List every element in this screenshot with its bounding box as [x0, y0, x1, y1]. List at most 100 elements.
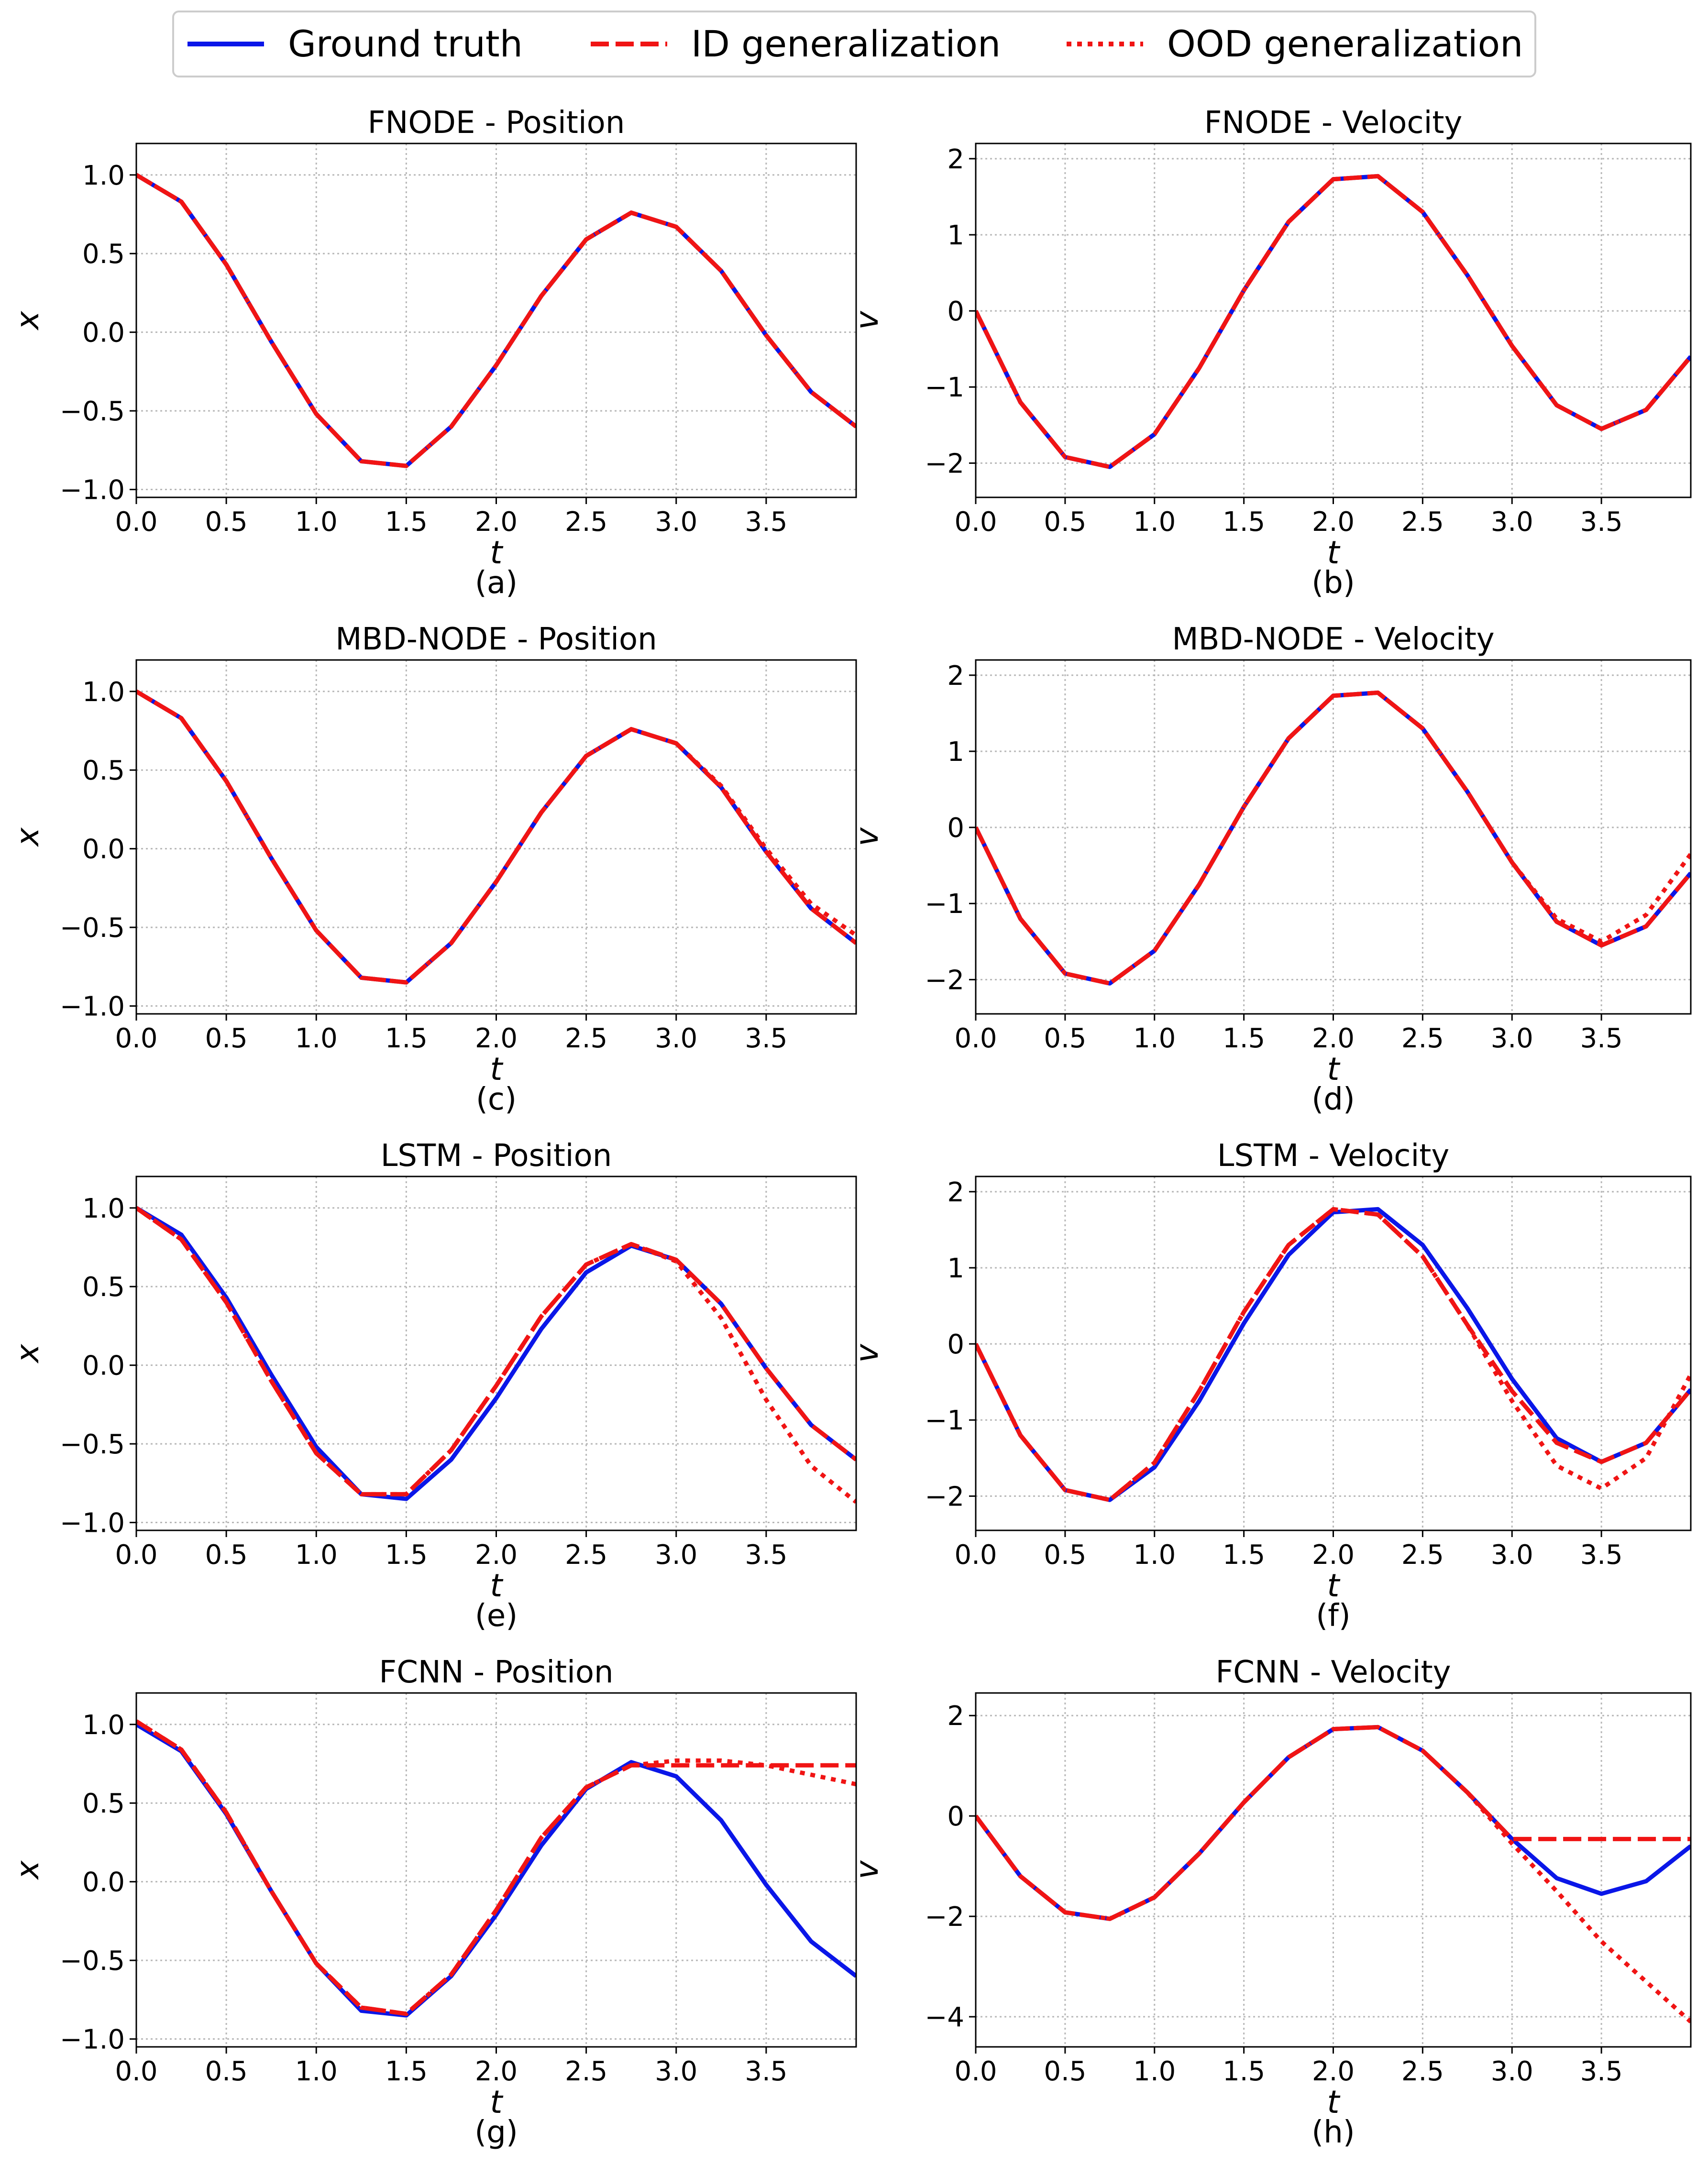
y-tick-label: −1.0: [60, 475, 125, 506]
series-line-dotted: [136, 689, 856, 985]
x-axis-label: t: [1327, 1567, 1341, 1604]
chart-panel-1: 0.0 0.5 1.0 1.5 2.0 2.5 3.0 3.5 −1.0 −0.5 0.0 0.5 1.…: [9, 105, 857, 601]
x-tick-label: 1.5: [1223, 1539, 1265, 1571]
x-tick-label: 1.0: [1133, 1539, 1176, 1571]
chart-panel-7: 0.0 0.5 1.0 1.5 2.0 2.5 3.0 3.5 −1.0 −0.5 0.0 0.5 1.…: [9, 1655, 857, 2150]
x-tick-label: 3.0: [655, 1023, 697, 1054]
x-axis-label: t: [1327, 1051, 1341, 1088]
x-tick-label: 3.0: [655, 1539, 697, 1571]
y-axis-label: v: [848, 311, 885, 330]
y-tick-label: 1.0: [82, 677, 125, 708]
y-axis-label: x: [9, 1344, 46, 1364]
panel-title: MBD-NODE - Position: [335, 622, 657, 657]
x-tick-label: 0.0: [954, 506, 997, 538]
x-tick-label: 0.0: [115, 2056, 157, 2087]
legend-frame: [172, 11, 1536, 77]
series-line-dotted: [136, 1719, 856, 2016]
x-tick-label: 0.0: [115, 1539, 157, 1571]
x-tick-label: 3.5: [1580, 1539, 1623, 1571]
y-tick-label: 0.0: [82, 1351, 125, 1382]
y-tick-label: −0.5: [60, 1945, 125, 1977]
panel-caption: (d): [1311, 1082, 1355, 1117]
x-tick-label: 2.0: [475, 1023, 518, 1054]
x-tick-label: 3.5: [745, 506, 787, 538]
series-group: [976, 1207, 1691, 1502]
series-group: [136, 1206, 856, 1504]
y-tick-label: −1: [925, 1405, 964, 1436]
x-tick-label: 2.0: [1312, 506, 1355, 538]
x-tick-label: 0.5: [1044, 506, 1086, 538]
x-tick-label: 3.0: [1491, 2056, 1533, 2087]
legend-id-label: ID generalization: [691, 22, 1001, 65]
x-tick-label: 0.5: [205, 1539, 248, 1571]
y-tick-label: 0.0: [82, 318, 125, 349]
y-tick-label: −2: [925, 1901, 964, 1933]
y-tick-label: 0.0: [82, 1867, 125, 1898]
x-tick-label: 2.0: [1312, 1023, 1355, 1054]
panel-title: FNODE - Position: [368, 105, 625, 141]
y-tick-label: 1: [947, 1253, 964, 1284]
x-tick-label: 0.0: [954, 2056, 997, 2087]
x-tick-label: 1.0: [1133, 1023, 1176, 1054]
x-tick-label: 0.0: [115, 1023, 157, 1054]
series-line-dotted: [136, 1206, 856, 1504]
x-axis-label: t: [490, 534, 504, 571]
x-tick-label: 3.5: [1580, 2056, 1623, 2087]
x-tick-label: 1.0: [295, 1539, 338, 1571]
x-tick-label: 2.5: [1401, 506, 1444, 538]
series-line-dotted: [136, 173, 856, 468]
x-tick-label: 3.5: [1580, 1023, 1623, 1054]
chart-panel-4: 0.0 0.5 1.0 1.5 2.0 2.5 3.0 3.5 −2 −1 0 1 2 MBD-NODE …: [848, 622, 1692, 1117]
y-axis-label: x: [9, 1860, 46, 1880]
x-tick-label: 0.5: [205, 2056, 248, 2087]
x-axis-label: t: [1327, 534, 1341, 571]
x-tick-label: 0.5: [1044, 2056, 1086, 2087]
y-tick-label: 0.5: [82, 239, 125, 270]
x-tick-label: 1.5: [385, 2056, 428, 2087]
panel-title: MBD-NODE - Velocity: [1172, 622, 1494, 657]
series-line-solid: [136, 1206, 856, 1501]
panel-title: LSTM - Velocity: [1217, 1138, 1449, 1174]
x-tick-label: 1.5: [1223, 506, 1265, 538]
series-line-dotted: [976, 1725, 1691, 2023]
chart-panel-2: 0.0 0.5 1.0 1.5 2.0 2.5 3.0 3.5 −2 −1 0 1 2 FNODE - V…: [848, 105, 1692, 601]
x-tick-label: 2.0: [1312, 1539, 1355, 1571]
series-line-dotted: [976, 690, 1691, 986]
y-tick-label: 2: [947, 1701, 964, 1732]
x-tick-label: 0.5: [1044, 1539, 1086, 1571]
x-tick-label: 2.5: [1401, 1539, 1444, 1571]
x-tick-label: 1.0: [295, 506, 338, 538]
x-axis-label: t: [1327, 2084, 1341, 2121]
y-tick-label: −2: [925, 448, 964, 479]
y-axis-label: v: [848, 827, 885, 846]
x-axis-label: t: [490, 2084, 504, 2121]
y-tick-label: −1.0: [60, 991, 125, 1022]
panels: 0.0 0.5 1.0 1.5 2.0 2.5 3.0 3.5 −1.0 −0.5 0.0 0.5 1.…: [9, 105, 1692, 2150]
x-tick-label: 0.5: [1044, 1023, 1086, 1054]
x-tick-label: 1.0: [295, 2056, 338, 2087]
series-group: [976, 690, 1691, 986]
series-line-dashed: [136, 1206, 856, 1496]
x-tick-label: 0.5: [205, 1023, 248, 1054]
panel-title: FNODE - Velocity: [1204, 105, 1463, 141]
x-tick-label: 3.5: [745, 1539, 787, 1571]
x-tick-label: 0.0: [954, 1539, 997, 1571]
x-tick-label: 1.5: [385, 1539, 428, 1571]
y-tick-label: 0: [947, 296, 964, 327]
x-tick-label: 2.0: [475, 2056, 518, 2087]
y-tick-label: 1.0: [82, 1710, 125, 1741]
x-tick-label: 2.0: [475, 1539, 518, 1571]
panel-caption: (a): [475, 565, 518, 601]
x-tick-label: 1.5: [385, 1023, 428, 1054]
y-axis-label: v: [848, 1344, 885, 1363]
series-group: [976, 174, 1691, 469]
y-tick-label: 0.5: [82, 1788, 125, 1819]
series-group: [976, 1725, 1691, 2023]
chart-panel-8: 0.0 0.5 1.0 1.5 2.0 2.5 3.0 3.5 −4 −2 0 2 FCNN - Vel…: [848, 1655, 1692, 2150]
legend-ground-truth-label: Ground truth: [288, 22, 523, 65]
y-tick-label: −2: [925, 965, 964, 996]
x-tick-label: 3.0: [655, 2056, 697, 2087]
x-tick-label: 1.0: [295, 1023, 338, 1054]
x-axis-label: t: [490, 1051, 504, 1088]
